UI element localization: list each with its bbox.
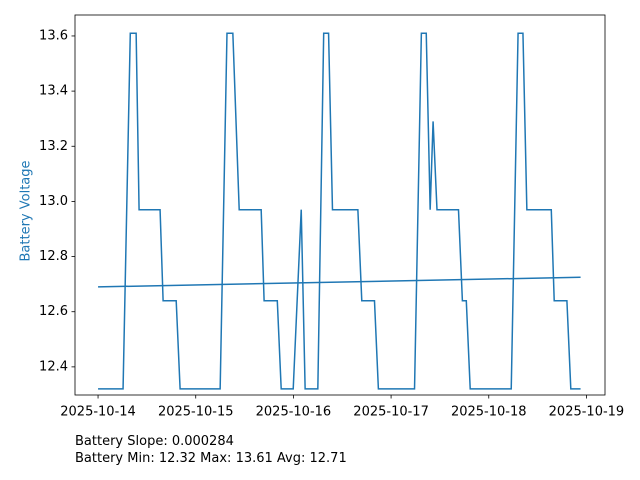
x-tick-label: 2025-10-14 <box>60 405 136 420</box>
x-tick-label: 2025-10-15 <box>158 405 234 420</box>
annotation: Battery Slope: 0.000284 <box>75 434 234 449</box>
data-line <box>98 32 581 390</box>
y-tick-label: 13.0 <box>39 194 68 209</box>
plot-frame <box>74 14 606 396</box>
y-tick-label: 12.8 <box>39 249 68 264</box>
x-tick-label: 2025-10-16 <box>256 405 332 420</box>
annotation: Battery Min: 12.32 Max: 13.61 Avg: 12.71 <box>75 451 347 466</box>
x-tick-label: 2025-10-17 <box>353 405 429 420</box>
y-tick-label: 12.6 <box>39 304 68 319</box>
x-tick-label: 2025-10-18 <box>451 405 527 420</box>
y-tick-label: 13.6 <box>39 28 68 43</box>
x-tick-label: 2025-10-19 <box>549 405 625 420</box>
y-tick-label: 13.2 <box>39 139 68 154</box>
y-tick-label: 13.4 <box>39 84 68 99</box>
y-tick-label: 12.4 <box>39 359 68 374</box>
data-line <box>98 276 581 288</box>
y-axis-label: Battery Voltage <box>19 160 34 261</box>
